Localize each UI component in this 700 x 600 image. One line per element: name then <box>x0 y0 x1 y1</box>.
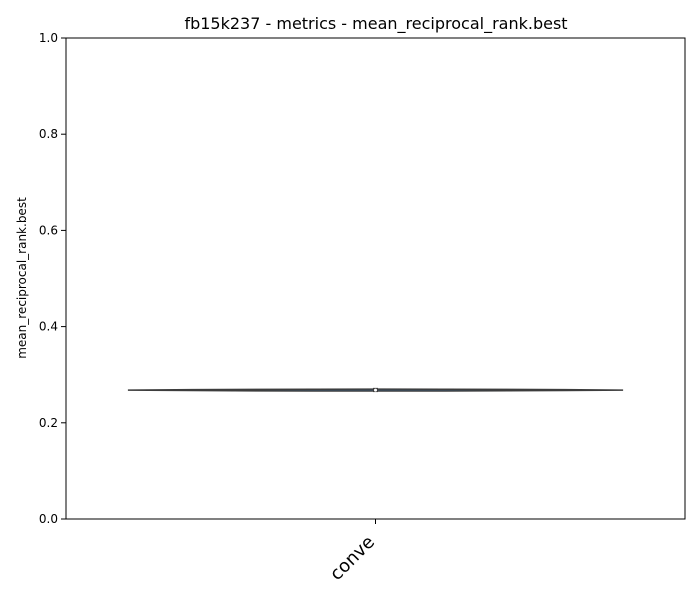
y-tick-label: 0.4 <box>39 320 58 334</box>
y-tick-label: 0.0 <box>39 512 58 526</box>
y-tick-label: 1.0 <box>39 31 58 45</box>
y-tick-label: 0.6 <box>39 223 58 237</box>
plot-area <box>65 37 686 520</box>
y-axis-label: mean_reciprocal_rank.best <box>15 197 29 359</box>
x-axis: conve <box>326 519 379 585</box>
y-tick-label: 0.2 <box>39 416 58 430</box>
y-axis: 0.0 0.2 0.4 0.6 0.8 1.0 <box>39 31 66 526</box>
x-tick-label: conve <box>326 532 379 585</box>
violin-median <box>374 388 377 392</box>
y-tick-label: 0.8 <box>39 127 58 141</box>
chart-title: fb15k237 - metrics - mean_reciprocal_ran… <box>184 14 567 34</box>
violins <box>127 387 624 393</box>
